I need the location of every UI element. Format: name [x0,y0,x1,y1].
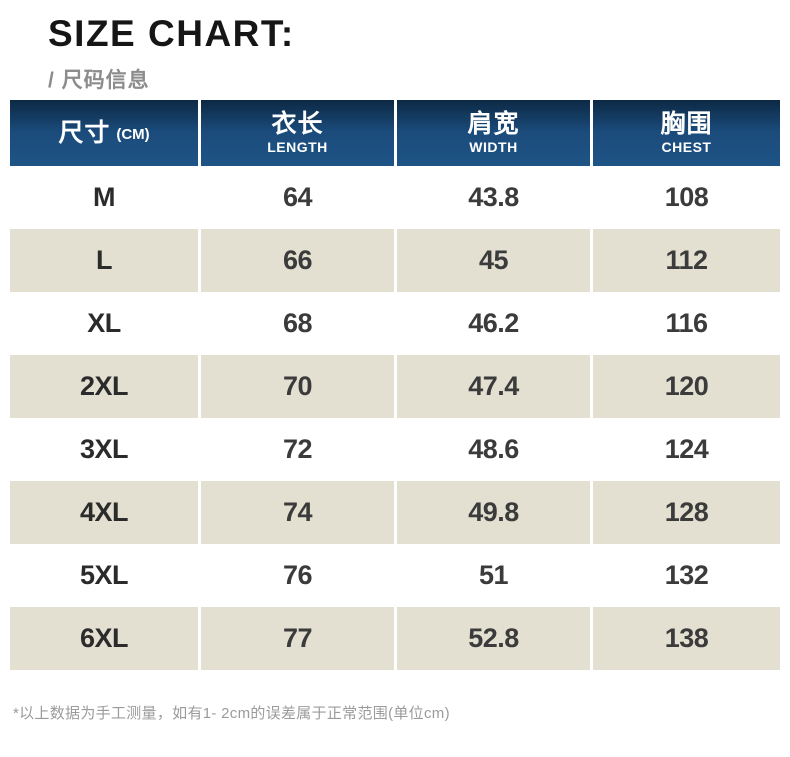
size-chart-table: 尺寸 (CM) 衣长 LENGTH 肩宽 WIDTH 胸围 CHEST M 64… [10,100,780,670]
cell-size: 3XL [10,418,198,481]
header-cell-chest: 胸围 CHEST [593,100,780,166]
table-row-6xl: 6XL 77 52.8 138 [10,607,780,670]
cell-length: 68 [201,292,394,355]
cell-chest: 138 [593,607,780,670]
cell-length: 76 [201,544,394,607]
cell-chest: 120 [593,355,780,418]
table-row-l: L 66 45 112 [10,229,780,292]
header-length-en: LENGTH [267,139,328,156]
cell-length: 77 [201,607,394,670]
page-header: SIZE CHART: / 尺码信息 [0,0,790,94]
cell-size: M [10,166,198,229]
cell-width: 52.8 [397,607,590,670]
header-length-zh: 衣长 [271,110,324,139]
cell-size: 2XL [10,355,198,418]
header-cell-size: 尺寸 (CM) [10,100,198,166]
cell-size: 4XL [10,481,198,544]
cell-size: 6XL [10,607,198,670]
cell-chest: 132 [593,544,780,607]
cell-chest: 108 [593,166,780,229]
cell-size: L [10,229,198,292]
cell-length: 72 [201,418,394,481]
cell-width: 51 [397,544,590,607]
cell-length: 74 [201,481,394,544]
header-cell-length: 衣长 LENGTH [201,100,394,166]
cell-width: 45 [397,229,590,292]
table-row-5xl: 5XL 76 51 132 [10,544,780,607]
header-width-en: WIDTH [469,139,518,156]
header-width-zh: 肩宽 [467,110,520,139]
cell-width: 49.8 [397,481,590,544]
table-row-xl: XL 68 46.2 116 [10,292,780,355]
cell-chest: 116 [593,292,780,355]
cell-chest: 128 [593,481,780,544]
cell-chest: 124 [593,418,780,481]
cell-chest: 112 [593,229,780,292]
page-subtitle: / 尺码信息 [48,68,150,92]
measurement-disclaimer: *以上数据为手工测量，如有1- 2cm的误差属于正常范围(单位cm) [13,705,450,722]
table-row-2xl: 2XL 70 47.4 120 [10,355,780,418]
header-chest-zh: 胸围 [660,110,713,139]
cell-width: 48.6 [397,418,590,481]
cell-size: XL [10,292,198,355]
header-chest-en: CHEST [661,139,712,156]
cell-length: 64 [201,166,394,229]
table-header-row: 尺寸 (CM) 衣长 LENGTH 肩宽 WIDTH 胸围 CHEST [10,100,780,166]
cell-width: 46.2 [397,292,590,355]
header-size-zh: 尺寸 [58,118,111,147]
table-row-4xl: 4XL 74 49.8 128 [10,481,780,544]
cell-length: 66 [201,229,394,292]
cell-size: 5XL [10,544,198,607]
table-row-3xl: 3XL 72 48.6 124 [10,418,780,481]
cell-width: 47.4 [397,355,590,418]
cell-width: 43.8 [397,166,590,229]
header-cell-width: 肩宽 WIDTH [397,100,590,166]
header-size-unit: (CM) [116,126,150,144]
cell-length: 70 [201,355,394,418]
page-title: SIZE CHART: [48,13,295,54]
table-row-m: M 64 43.8 108 [10,166,780,229]
